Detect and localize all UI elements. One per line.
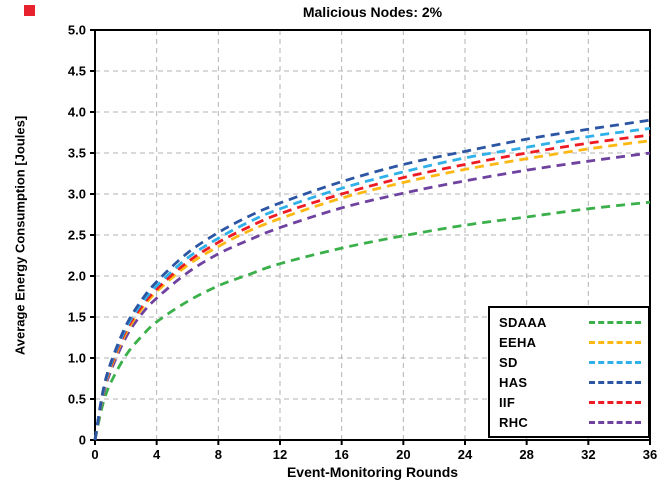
svg-text:1.0: 1.0 — [68, 351, 86, 366]
svg-text:3.0: 3.0 — [68, 187, 86, 202]
svg-text:0.5: 0.5 — [68, 392, 86, 407]
legend-label: RHC — [499, 414, 529, 430]
svg-text:0: 0 — [79, 433, 86, 448]
svg-text:24: 24 — [458, 447, 473, 462]
legend-swatch — [589, 340, 641, 344]
svg-text:16: 16 — [334, 447, 348, 462]
svg-text:1.5: 1.5 — [68, 310, 86, 325]
x-axis-label: Event-Monitoring Rounds — [286, 464, 459, 480]
legend-label: IIF — [499, 394, 516, 410]
legend-swatch — [589, 420, 641, 424]
svg-text:32: 32 — [581, 447, 595, 462]
svg-text:36: 36 — [643, 447, 657, 462]
legend-label: SD — [499, 354, 518, 370]
legend-row: IIF — [490, 392, 648, 412]
svg-text:5.0: 5.0 — [68, 23, 86, 38]
legend-row: RHC — [490, 412, 648, 432]
legend-label: SDAAA — [499, 314, 547, 330]
legend-label: EEHA — [499, 334, 537, 350]
red-bullet-marker — [24, 5, 35, 16]
svg-text:4: 4 — [153, 447, 161, 462]
legend-row: SD — [490, 352, 648, 372]
chart-legend: SDAAA EEHA SD HAS IIF RHC — [488, 306, 650, 438]
legend-swatch — [589, 360, 641, 364]
legend-swatch — [589, 380, 641, 384]
legend-row: SDAAA — [490, 312, 648, 332]
legend-row: EEHA — [490, 332, 648, 352]
svg-text:3.5: 3.5 — [68, 146, 86, 161]
svg-text:4.0: 4.0 — [68, 105, 86, 120]
legend-swatch — [589, 320, 641, 324]
svg-text:28: 28 — [519, 447, 533, 462]
svg-text:12: 12 — [273, 447, 287, 462]
svg-text:20: 20 — [396, 447, 410, 462]
svg-text:2.0: 2.0 — [68, 269, 86, 284]
legend-swatch — [589, 400, 641, 404]
svg-text:0: 0 — [91, 447, 98, 462]
legend-row: HAS — [490, 372, 648, 392]
svg-text:8: 8 — [215, 447, 222, 462]
svg-text:2.5: 2.5 — [68, 228, 86, 243]
svg-text:4.5: 4.5 — [68, 64, 86, 79]
chart-title: Malicious Nodes: 2% — [302, 4, 443, 20]
legend-label: HAS — [499, 374, 528, 390]
